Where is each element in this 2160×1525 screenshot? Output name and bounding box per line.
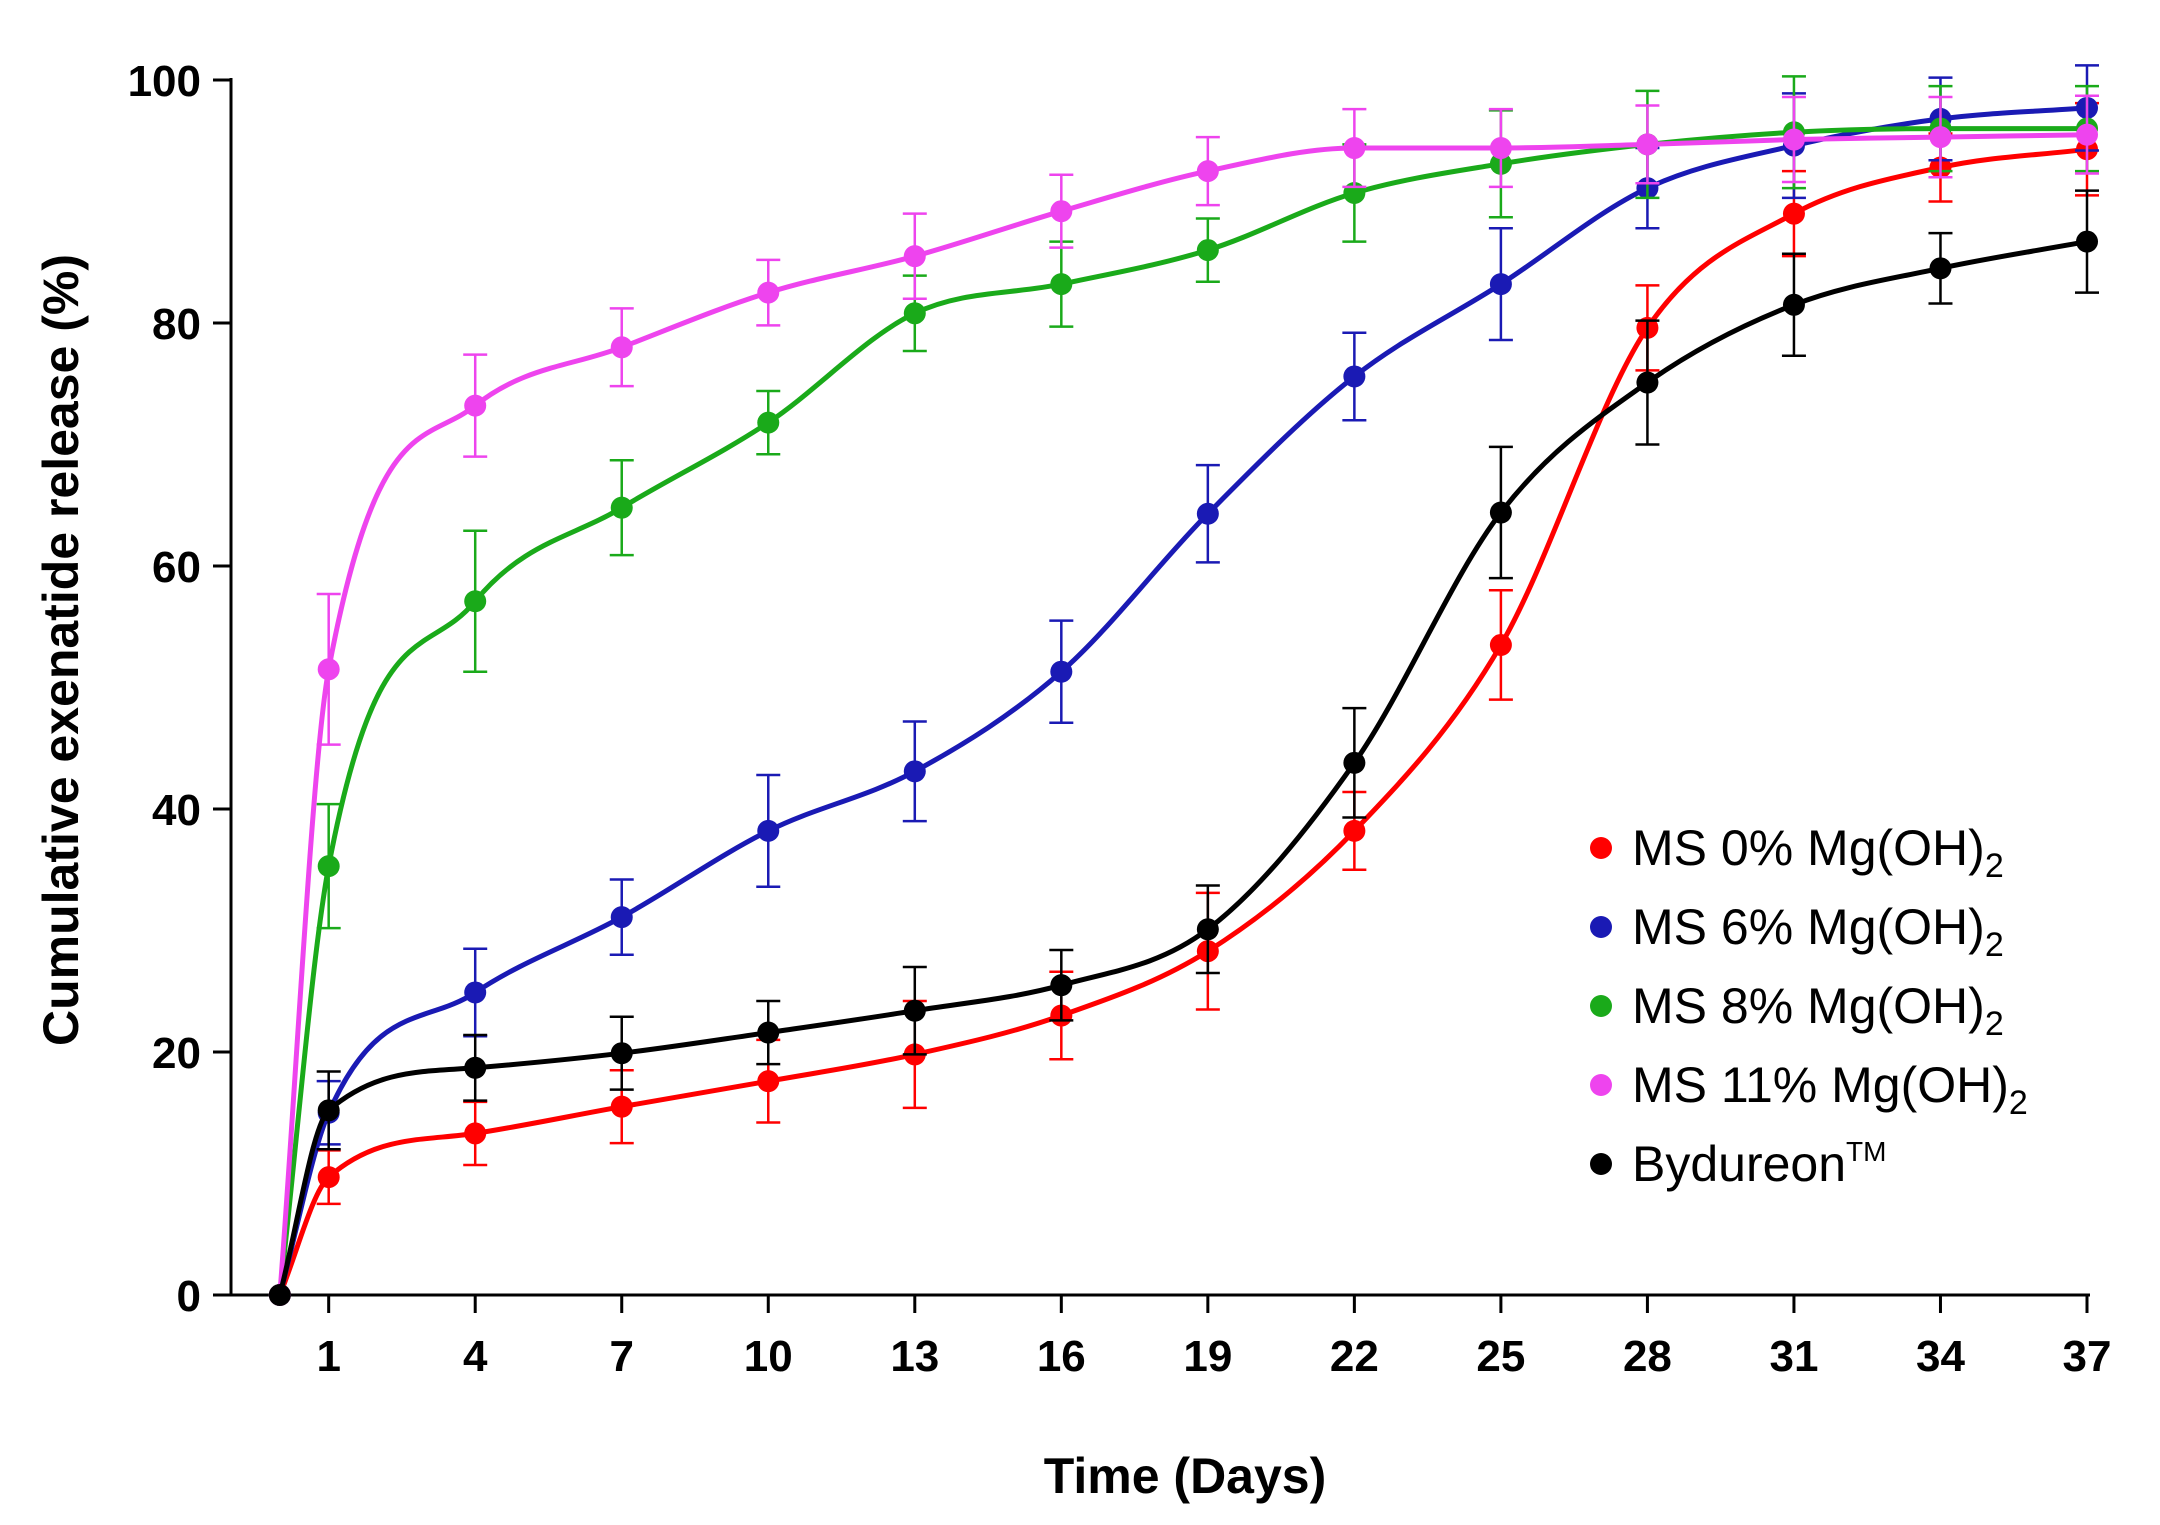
- x-tick-label: 31: [1769, 1332, 1818, 1381]
- x-tick-label: 19: [1183, 1332, 1232, 1381]
- y-tick-label: 80: [152, 300, 201, 349]
- data-point: [1196, 918, 1219, 941]
- data-point: [1343, 751, 1366, 774]
- data-point: [757, 411, 780, 434]
- legend-label: MS 11% Mg(OH)2: [1632, 1057, 2028, 1122]
- legend-marker: [1590, 1074, 1612, 1096]
- data-point: [317, 658, 340, 681]
- legend-marker: [1590, 995, 1612, 1017]
- data-point: [1196, 160, 1219, 183]
- data-point: [1343, 137, 1366, 160]
- series-4: [268, 189, 2099, 1306]
- legend: MS 0% Mg(OH)2 MS 6% Mg(OH)2 MS 8% Mg(OH)2 M…: [1590, 820, 2028, 1192]
- data-point: [757, 1021, 780, 1044]
- data-point: [1489, 633, 1512, 656]
- y-axis-title: Cumulative exenatide release (%): [33, 254, 89, 1046]
- legend-label: MS 0% Mg(OH)2: [1632, 820, 2004, 885]
- legend-label: MS 8% Mg(OH)2: [1632, 978, 2004, 1043]
- x-tick-label: 10: [744, 1332, 793, 1381]
- data-point: [610, 1095, 633, 1118]
- x-tick-label: 13: [890, 1332, 939, 1381]
- data-point: [1636, 371, 1659, 394]
- x-axis-title: Time (Days): [1044, 1448, 1327, 1504]
- x-tick-label: 37: [2063, 1332, 2112, 1381]
- data-point: [610, 906, 633, 929]
- data-point: [1929, 257, 1952, 280]
- data-point: [757, 281, 780, 304]
- data-point: [610, 1042, 633, 1065]
- series-line: [277, 132, 2088, 1296]
- x-tick-label: 25: [1476, 1332, 1525, 1381]
- data-point: [464, 590, 487, 613]
- series-line: [277, 239, 2088, 1296]
- series-1: [268, 64, 2099, 1306]
- data-point: [1782, 128, 1805, 151]
- legend-label: MS 6% Mg(OH)2: [1632, 899, 2004, 964]
- legend-marker: [1590, 1153, 1612, 1175]
- legend-marker: [1590, 837, 1612, 859]
- series-layer: [268, 64, 2099, 1306]
- data-point: [1489, 501, 1512, 524]
- data-point: [1489, 273, 1512, 296]
- data-point: [903, 760, 926, 783]
- data-point: [1343, 819, 1366, 842]
- x-tick-label: 4: [463, 1332, 488, 1381]
- data-point: [903, 302, 926, 325]
- data-point: [317, 1166, 340, 1189]
- y-tick-label: 0: [177, 1272, 201, 1321]
- y-tick-label: 60: [152, 543, 201, 592]
- data-point: [464, 1122, 487, 1145]
- data-point: [2076, 123, 2098, 146]
- series-3: [268, 94, 2099, 1306]
- data-point: [610, 496, 633, 519]
- legend-marker: [1590, 916, 1612, 938]
- data-point: [1489, 137, 1512, 160]
- data-point: [1782, 293, 1805, 316]
- y-tick-label: 40: [152, 786, 201, 835]
- x-tick-label: 1: [316, 1332, 340, 1381]
- y-tick-label: 20: [152, 1029, 201, 1078]
- data-point: [464, 394, 487, 417]
- data-point: [2076, 230, 2098, 253]
- data-point: [1050, 273, 1073, 296]
- data-point: [1050, 200, 1073, 223]
- data-point: [1929, 126, 1952, 149]
- data-point: [757, 819, 780, 842]
- data-point: [464, 981, 487, 1004]
- data-point: [1636, 133, 1659, 156]
- data-point: [1196, 502, 1219, 525]
- series-line: [277, 146, 2088, 1296]
- y-tick-label: 100: [128, 57, 201, 106]
- series-0: [268, 101, 2099, 1306]
- axes: 0 20 40 60 80 100 1 4 7 10 13 16 19 22 25 28 31 34 37: [128, 57, 2112, 1381]
- data-point: [1782, 202, 1805, 225]
- series-line: [277, 105, 2088, 1296]
- x-tick-label: 22: [1330, 1332, 1379, 1381]
- series-line: [277, 126, 2087, 1296]
- x-tick-label: 16: [1037, 1332, 1086, 1381]
- data-point: [903, 245, 926, 268]
- data-point: [268, 1284, 291, 1306]
- data-point: [317, 1099, 340, 1122]
- data-point: [1050, 974, 1073, 997]
- data-point: [1343, 365, 1366, 388]
- x-tick-label: 28: [1623, 1332, 1672, 1381]
- data-point: [903, 999, 926, 1022]
- x-tick-label: 7: [609, 1332, 633, 1381]
- data-point: [610, 336, 633, 359]
- data-point: [317, 855, 340, 878]
- legend-label: BydureonTM: [1632, 1136, 1886, 1192]
- data-point: [1050, 660, 1073, 683]
- data-point: [757, 1070, 780, 1093]
- data-point: [464, 1056, 487, 1079]
- x-tick-label: 34: [1916, 1332, 1965, 1381]
- data-point: [1196, 239, 1219, 262]
